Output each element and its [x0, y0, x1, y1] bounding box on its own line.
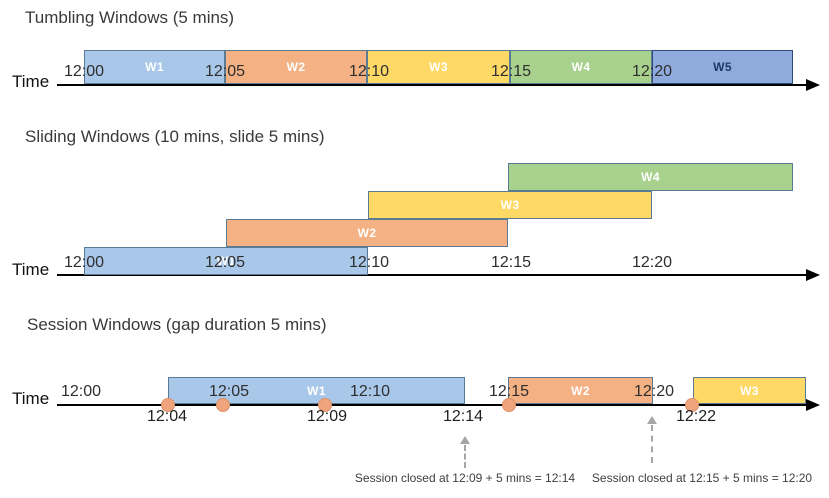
- window-label-tumbling-w3: W3: [429, 60, 448, 74]
- event-dot: [216, 398, 230, 412]
- callout-annotation: Session closed at 12:09 + 5 mins = 12:14: [354, 471, 576, 485]
- window-bar-tumbling-w4: W4: [510, 50, 652, 84]
- window-bar-tumbling-w1: W1: [84, 50, 225, 84]
- section-title-session: Session Windows (gap duration 5 mins): [27, 315, 327, 334]
- time-axis-label-sliding: Time: [12, 260, 50, 279]
- window-label-sliding-w4: W4: [641, 170, 660, 184]
- axis-tick-label-session: 12:15: [488, 383, 530, 400]
- time-axis-line-tumbling: [57, 84, 806, 86]
- time-axis-arrowhead-sliding: [806, 269, 820, 281]
- window-bar-tumbling-w3: W3: [367, 50, 510, 84]
- callout-annotation: Session closed at 12:15 + 5 mins = 12:20: [591, 471, 813, 485]
- axis-tick-label-sliding: 12:00: [63, 254, 105, 271]
- window-bar-tumbling-w2: W2: [225, 50, 367, 84]
- window-bar-sliding-w2: W2: [226, 219, 508, 247]
- axis-tick-label-session: 12:10: [349, 383, 391, 400]
- event-dot: [502, 398, 516, 412]
- event-time-label: 12:09: [306, 408, 348, 425]
- window-bar-session-w3: W3: [693, 377, 806, 404]
- window-label-sliding-w3: W3: [500, 198, 520, 212]
- event-time-label: 12:22: [675, 408, 717, 425]
- window-label-tumbling-w4: W4: [571, 60, 591, 74]
- time-axis-line-sliding: [57, 274, 806, 276]
- event-time-label: 12:14: [442, 408, 484, 425]
- axis-tick-label-tumbling: 12:05: [204, 63, 246, 80]
- axis-tick-label-tumbling: 12:20: [631, 63, 673, 80]
- axis-tick-label-sliding: 12:10: [348, 254, 390, 271]
- window-label-sliding-w1: W1: [216, 254, 236, 268]
- window-bar-sliding-w1: W1: [84, 247, 368, 275]
- axis-tick-label-sliding: 12:05: [204, 254, 246, 271]
- event-time-label: 12:04: [146, 408, 188, 425]
- window-label-session-w2: W2: [571, 383, 590, 398]
- axis-tick-label-session: 12:00: [60, 383, 102, 400]
- axis-tick-label-sliding: 12:15: [490, 254, 532, 271]
- axis-tick-label-session: 12:20: [633, 383, 675, 400]
- axis-tick-label-tumbling: 12:10: [348, 63, 390, 80]
- axis-tick-label-sliding: 12:20: [631, 254, 673, 271]
- window-bar-tumbling-w5: W5: [652, 50, 793, 84]
- time-axis-arrowhead-tumbling: [806, 79, 820, 91]
- window-bar-sliding-w4: W4: [508, 163, 793, 191]
- section-title-tumbling: Tumbling Windows (5 mins): [25, 8, 235, 27]
- window-label-sliding-w2: W2: [357, 226, 377, 240]
- window-bar-session-w2: W2: [508, 377, 653, 404]
- time-axis-line-session: [57, 404, 806, 406]
- window-label-tumbling-w1: W1: [145, 60, 164, 74]
- event-dot: [318, 398, 332, 412]
- event-dot: [685, 398, 699, 412]
- time-axis-label-tumbling: Time: [12, 72, 50, 91]
- callout-arrow-line: [464, 445, 466, 468]
- window-label-tumbling-w2: W2: [286, 60, 306, 74]
- axis-tick-label-tumbling: 12:15: [490, 63, 532, 80]
- event-dot: [161, 398, 175, 412]
- section-title-sliding: Sliding Windows (10 mins, slide 5 mins): [25, 127, 325, 146]
- time-axis-arrowhead-session: [806, 399, 820, 411]
- axis-tick-label-tumbling: 12:00: [63, 63, 105, 80]
- window-label-session-w1: W1: [307, 383, 326, 398]
- window-bar-sliding-w3: W3: [368, 191, 652, 219]
- axis-tick-label-session: 12:05: [208, 383, 250, 400]
- callout-arrow-line: [651, 425, 653, 463]
- time-axis-label-session: Time: [12, 389, 50, 408]
- window-label-tumbling-w5: W5: [713, 60, 732, 74]
- window-label-session-w3: W3: [740, 383, 759, 398]
- callout-arrowhead-up: [460, 436, 470, 444]
- callout-arrowhead-up: [647, 416, 657, 424]
